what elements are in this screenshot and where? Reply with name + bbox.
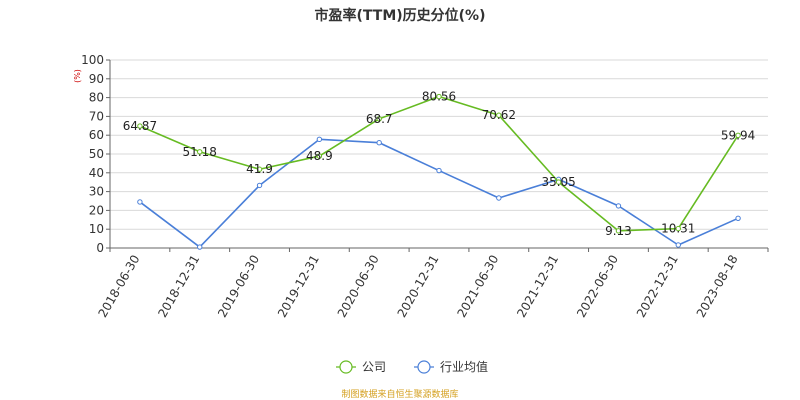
x-tick-label: 2018-12-31 xyxy=(155,253,202,320)
y-tick-label: 0 xyxy=(96,241,104,255)
data-label: 64.87 xyxy=(123,119,157,133)
chart-title: 市盈率(TTM)历史分位(%) xyxy=(315,7,486,24)
y-tick-label: 20 xyxy=(89,203,104,217)
x-axis-ticks: 2018-06-30 2018-12-31 2019-06-30 2019-12-31… xyxy=(96,248,769,320)
data-label: 9.13 xyxy=(605,224,632,238)
x-tick-label: 2019-12-31 xyxy=(275,253,322,320)
legend-marker[interactable] xyxy=(339,360,353,374)
data-point xyxy=(316,136,323,143)
x-tick-label: 2023-08-18 xyxy=(694,253,741,320)
data-point xyxy=(436,167,442,174)
data-point xyxy=(256,166,263,172)
data-point xyxy=(735,132,741,139)
x-tick-label: 2018-06-30 xyxy=(96,253,143,320)
data-point xyxy=(197,149,203,155)
data-point xyxy=(137,123,143,129)
y-axis-unit-label: (%) xyxy=(73,69,82,83)
y-tick-label: 10 xyxy=(89,222,104,236)
data-point xyxy=(436,93,442,100)
data-point xyxy=(496,195,502,201)
data-label: 48.9 xyxy=(306,149,333,163)
series-line xyxy=(139,138,739,248)
source-note: 制图数据来自恒生聚源数据库 xyxy=(341,388,458,400)
y-tick-label: 50 xyxy=(89,147,104,161)
data-point xyxy=(675,242,681,248)
series-group xyxy=(137,93,741,250)
y-tick-label: 30 xyxy=(89,185,104,199)
x-tick-label: 2022-06-30 xyxy=(574,253,621,320)
legend-label[interactable]: 公司 xyxy=(362,360,386,374)
data-point xyxy=(197,244,203,250)
y-tick-label: 60 xyxy=(89,128,104,142)
data-label: 10.31 xyxy=(661,222,695,236)
x-tick-label: 2019-06-30 xyxy=(215,253,262,320)
y-axis-ticks: 0 10 20 30 40 50 60 70 80 90 100 xyxy=(81,53,110,255)
data-point xyxy=(735,215,741,221)
x-tick-label: 2022-12-31 xyxy=(634,253,681,320)
x-tick-label: 2021-06-30 xyxy=(454,253,501,320)
x-tick-label: 2021-12-31 xyxy=(514,253,561,320)
data-point xyxy=(256,182,263,189)
y-tick-label: 80 xyxy=(89,91,104,105)
axes xyxy=(109,60,768,249)
x-tick-label: 2020-06-30 xyxy=(335,253,382,320)
y-tick-label: 90 xyxy=(89,72,104,86)
data-point xyxy=(376,116,382,122)
data-label: 70.62 xyxy=(482,108,516,122)
data-point xyxy=(555,179,562,185)
y-tick-label: 40 xyxy=(89,166,104,180)
data-point xyxy=(496,112,502,118)
data-point xyxy=(137,199,143,205)
data-label: 51.18 xyxy=(183,145,217,159)
data-point xyxy=(615,203,622,209)
data-label: 41.9 xyxy=(246,162,273,176)
data-point xyxy=(615,228,622,234)
y-tick-label: 100 xyxy=(81,53,104,67)
data-label: 35.05 xyxy=(541,175,575,189)
y-tick-label: 70 xyxy=(89,109,104,123)
legend-marker[interactable] xyxy=(417,360,431,374)
legend-label[interactable]: 行业均值 xyxy=(440,359,488,374)
data-point xyxy=(675,225,681,232)
data-label: 59.94 xyxy=(721,128,755,142)
data-labels: 64.87 51.18 41.9 48.9 68.7 80.56 70.62 35.05 9.1… xyxy=(123,90,756,238)
data-point xyxy=(376,140,382,146)
data-label: 80.56 xyxy=(422,90,456,104)
x-tick-label: 2020-12-31 xyxy=(395,253,442,320)
data-label: 68.7 xyxy=(366,112,393,126)
legend[interactable]: 公司 行业均值 xyxy=(336,359,488,374)
data-point xyxy=(316,153,323,159)
